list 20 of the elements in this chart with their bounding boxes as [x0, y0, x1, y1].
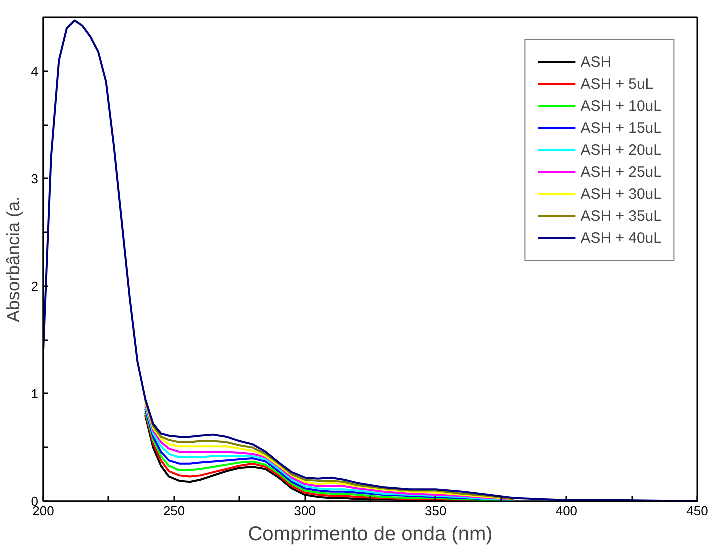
- legend-label: ASH + 35uL: [580, 207, 662, 225]
- legend-label: ASH: [580, 53, 612, 71]
- legend-label: ASH + 25uL: [580, 163, 662, 181]
- x-tick-label: 300: [294, 504, 316, 518]
- y-tick-label: 2: [31, 278, 39, 294]
- y-tick-label: 4: [31, 64, 39, 79]
- x-tick-label: 350: [425, 504, 447, 518]
- x-tick-label: 400: [556, 504, 578, 518]
- legend-label: ASH + 30uL: [580, 185, 662, 203]
- y-axis-title: Absorbância (a.: [3, 196, 24, 323]
- legend-label: ASH + 40uL: [580, 229, 662, 247]
- x-tick-label: 250: [163, 504, 186, 518]
- y-tick-label: 1: [31, 386, 39, 402]
- x-axis-title: Comprimento de onda (nm): [248, 524, 493, 546]
- legend-label: ASH + 5uL: [580, 75, 654, 93]
- legend-label: ASH + 15uL: [580, 119, 662, 137]
- y-tick-label: 3: [31, 171, 39, 186]
- x-tick-label: 450: [686, 504, 708, 518]
- legend-label: ASH + 20uL: [580, 141, 662, 159]
- legend-label: ASH + 10uL: [580, 97, 662, 115]
